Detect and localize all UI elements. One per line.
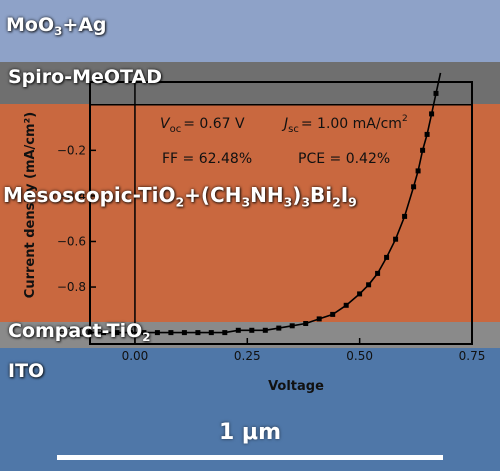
x-tick-label: 0.00 bbox=[122, 349, 149, 363]
x-tick-label: 0.75 bbox=[459, 349, 486, 363]
label-ito: ITO bbox=[8, 360, 45, 382]
jv-data-point bbox=[393, 236, 399, 242]
y-tick-label: −0.4 bbox=[57, 189, 86, 203]
x-tick-label: 0.25 bbox=[234, 349, 261, 363]
jv-data-point bbox=[343, 302, 349, 308]
jv-data-point bbox=[235, 327, 241, 333]
label-moo3-ag: MoO3+Ag bbox=[6, 14, 107, 39]
y-tick-label: −1.0 bbox=[57, 326, 86, 340]
jv-data-point bbox=[168, 330, 174, 336]
jv-data-point bbox=[357, 291, 363, 297]
jv-data-point bbox=[127, 330, 133, 336]
jv-data-point bbox=[303, 321, 309, 326]
y-axis-label: Current density (mA/cm²) bbox=[23, 112, 38, 298]
layer-mesoscopic bbox=[0, 104, 500, 322]
jv-data-point bbox=[181, 330, 187, 336]
jv-data-point bbox=[411, 184, 417, 190]
jv-data-point bbox=[420, 147, 426, 153]
jv-data-point bbox=[415, 168, 421, 174]
jv-data-point bbox=[276, 325, 282, 331]
layer-moo3-ag bbox=[0, 0, 500, 62]
jv-data-point bbox=[208, 330, 214, 336]
jv-data-point bbox=[114, 330, 120, 336]
jv-data-point bbox=[262, 327, 268, 333]
jv-data-point bbox=[249, 327, 255, 333]
jv-data-point bbox=[433, 90, 439, 96]
y-tick-label: −0.8 bbox=[57, 280, 86, 294]
jv-data-point bbox=[154, 330, 160, 336]
jv-data-point bbox=[195, 330, 201, 336]
jv-data-point bbox=[424, 131, 430, 137]
jv-data-point bbox=[316, 316, 322, 322]
label-compact: Compact-TiO2 bbox=[8, 320, 151, 345]
y-tick-label: −0.2 bbox=[57, 143, 86, 157]
jv-data-point bbox=[101, 330, 106, 336]
jv-data-point bbox=[141, 330, 147, 336]
scale-bar-label: 1 μm bbox=[218, 420, 282, 445]
jv-data-point bbox=[330, 311, 336, 317]
jv-data-point bbox=[429, 111, 435, 117]
jv-data-point bbox=[366, 282, 372, 288]
ff-annotation: FF = 62.48% bbox=[162, 151, 252, 167]
jv-data-point bbox=[289, 323, 295, 329]
pce-annotation: PCE = 0.42% bbox=[298, 151, 390, 167]
scale-bar bbox=[57, 455, 443, 460]
jv-data-point bbox=[384, 254, 390, 260]
jv-data-point bbox=[402, 213, 408, 219]
label-spiro: Spiro-MeOTAD bbox=[8, 66, 163, 88]
label-mesoscopic: Mesoscopic-TiO2+(CH3NH3)3Bi2I9 bbox=[3, 183, 357, 210]
layer-ito bbox=[0, 348, 500, 471]
jv-data-point bbox=[375, 270, 381, 276]
x-axis-label: Voltage bbox=[268, 379, 324, 394]
y-tick-label: −0.6 bbox=[57, 234, 86, 248]
voc-annotation: Voc = 0.67 V bbox=[160, 116, 245, 135]
x-tick-label: 0.50 bbox=[346, 349, 373, 363]
jv-data-point bbox=[222, 330, 228, 336]
jsc-annotation: Jsc = 1.00 mA/cm2 bbox=[281, 114, 408, 135]
plot-frame bbox=[89, 81, 473, 345]
